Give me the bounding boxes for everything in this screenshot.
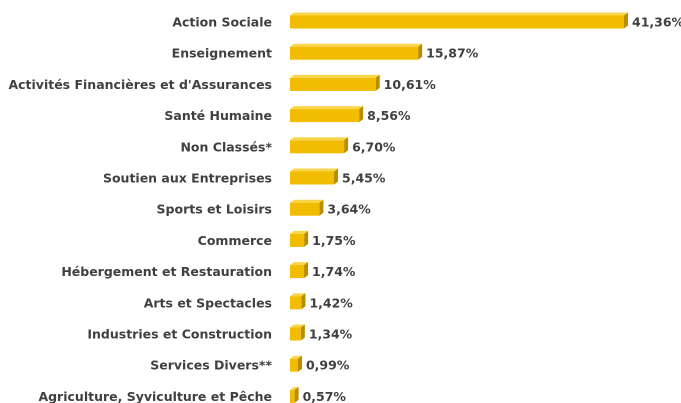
category-label: Action Sociale — [172, 15, 272, 30]
bar-top — [290, 355, 302, 359]
bar-side — [359, 106, 364, 123]
value-label: 10,61% — [384, 77, 437, 92]
value-label: 41,36% — [632, 15, 681, 30]
value-label: 0,57% — [303, 389, 347, 403]
bar-side — [304, 230, 309, 247]
bar — [290, 140, 345, 154]
bar-side — [418, 43, 423, 60]
category-label: Commerce — [198, 233, 272, 248]
bar — [290, 296, 302, 310]
value-label: 0,99% — [306, 358, 350, 373]
bar — [290, 15, 624, 29]
bar-side — [301, 293, 306, 310]
value-label: 3,64% — [327, 202, 371, 217]
bar — [290, 46, 419, 60]
bar — [290, 265, 305, 279]
category-label: Santé Humaine — [164, 108, 272, 123]
value-label: 1,74% — [312, 264, 356, 279]
bar-side — [300, 324, 305, 341]
bar-top — [290, 386, 299, 390]
bar-top — [290, 12, 628, 16]
bar-top — [290, 230, 309, 234]
value-label: 5,45% — [342, 171, 386, 186]
category-label: Hébergement et Restauration — [61, 264, 272, 279]
bar-top — [290, 324, 305, 328]
bar-side — [375, 74, 380, 91]
bar — [290, 358, 298, 372]
bar — [290, 202, 320, 216]
bar-side — [297, 355, 302, 372]
category-label: Agriculture, Syviculture et Pêche — [38, 389, 272, 403]
bar-top — [290, 137, 349, 141]
bar — [290, 171, 335, 185]
bar-side — [294, 386, 299, 403]
bar-side — [624, 12, 628, 29]
category-label: Sports et Loisirs — [157, 202, 272, 217]
category-label: Services Divers** — [150, 358, 272, 373]
value-label: 8,56% — [367, 108, 411, 123]
bar-top — [290, 106, 364, 110]
bar-top — [290, 43, 423, 47]
bar — [290, 233, 305, 247]
value-label: 1,42% — [309, 295, 353, 310]
bar-top — [290, 168, 339, 172]
value-label: 1,34% — [309, 327, 353, 342]
bar-side — [334, 168, 339, 185]
category-label: Soutien aux Entreprises — [103, 171, 272, 186]
value-label: 1,75% — [312, 233, 356, 248]
bar — [290, 389, 295, 403]
category-label: Activités Financières et d'Assurances — [8, 77, 272, 92]
bar-top — [290, 74, 380, 78]
bar — [290, 77, 376, 91]
bar-side — [304, 262, 309, 279]
bar-top — [290, 293, 306, 297]
category-label: Arts et Spectacles — [144, 295, 272, 310]
category-label: Enseignement — [172, 46, 272, 61]
category-label: Non Classés* — [180, 139, 272, 154]
value-label: 15,87% — [426, 46, 479, 61]
value-label: 6,70% — [352, 139, 396, 154]
bar-side — [319, 199, 324, 216]
bar-top — [290, 262, 309, 266]
bar-top — [290, 199, 324, 203]
category-label: Industries et Construction — [87, 327, 272, 342]
bar — [290, 109, 360, 123]
bar — [290, 327, 301, 341]
bar-side — [344, 137, 349, 154]
